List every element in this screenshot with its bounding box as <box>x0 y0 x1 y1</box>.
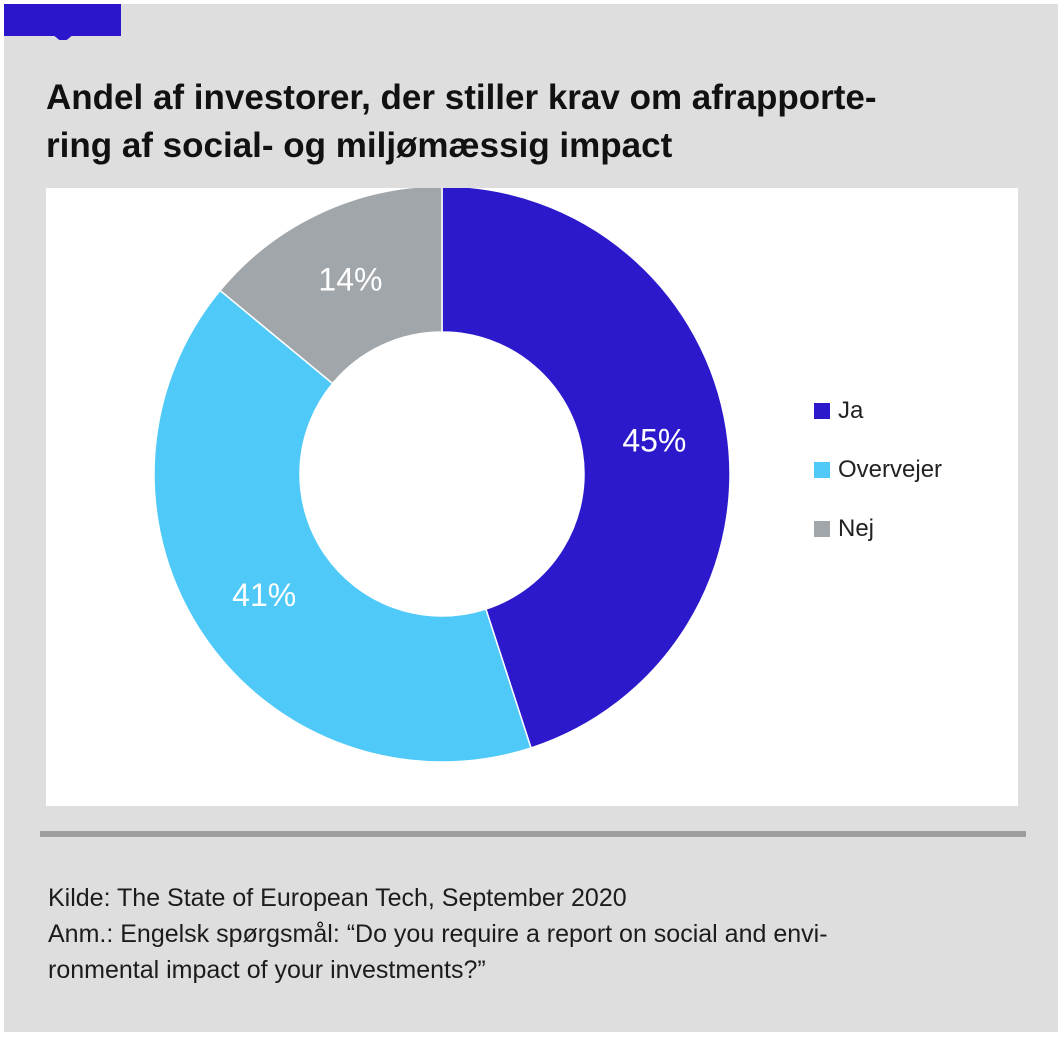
legend-label: Overvejer <box>838 456 943 483</box>
legend-swatch <box>814 403 830 419</box>
chart-legend: Ja Overvejer Nej <box>814 396 942 573</box>
legend-label: Nej <box>838 515 875 542</box>
legend-item-ja: Ja <box>814 396 942 426</box>
header-bar <box>4 4 1058 40</box>
donut-slice-nej <box>219 188 443 385</box>
slice-label-ja: 45% <box>622 422 686 458</box>
legend-swatch <box>814 462 830 478</box>
legend-item-overvejer: Overvejer <box>814 455 942 485</box>
legend-item-nej: Nej <box>814 514 942 544</box>
brand-accent-notch <box>52 34 74 43</box>
donut-slice-ja <box>441 188 731 749</box>
slice-label-nej: 14% <box>318 261 382 297</box>
chart-title: Andel af investorer, der stiller krav om… <box>46 78 877 165</box>
section-divider <box>40 831 1026 837</box>
legend-swatch <box>814 521 830 537</box>
brand-accent-tab <box>4 4 121 36</box>
donut-slice-overvejer <box>153 289 532 763</box>
legend-label: Ja <box>838 397 864 424</box>
donut-chart: 45% 41% 14% <box>153 188 731 763</box>
question-note: Anm.: Engelsk spørgsmål: “Do you require… <box>48 920 828 984</box>
chart-notes: Kilde: The State of European Tech, Septe… <box>48 880 1008 988</box>
source-note: Kilde: The State of European Tech, Septe… <box>48 884 627 912</box>
slice-label-overvejer: 41% <box>232 577 296 613</box>
chart-panel: 45% 41% 14% Ja Overvejer Nej <box>46 188 1018 806</box>
